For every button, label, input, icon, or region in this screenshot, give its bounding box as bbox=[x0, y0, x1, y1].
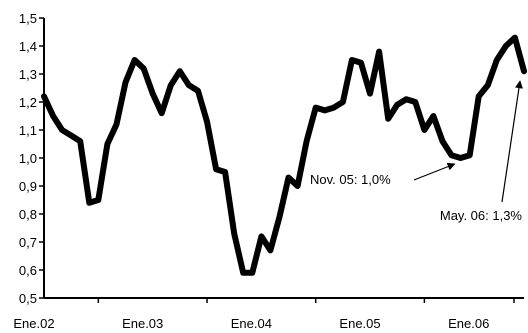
y-tick-label: 1,2 bbox=[19, 95, 37, 110]
y-tick-label: 1,4 bbox=[19, 39, 37, 54]
y-tick-label: 0,5 bbox=[19, 291, 37, 306]
series-line bbox=[41, 34, 527, 276]
y-tick-label: 0,8 bbox=[19, 207, 37, 222]
x-tick-label: Ene.06 bbox=[448, 316, 489, 331]
annotations: Nov. 05: 1,0% May. 06: 1,3% bbox=[310, 80, 523, 223]
annotation-label: Nov. 05: 1,0% bbox=[310, 172, 391, 187]
annotation-label: May. 06: 1,3% bbox=[440, 208, 523, 223]
y-tick-label: 0,9 bbox=[19, 179, 37, 194]
annotation-arrow bbox=[501, 80, 523, 203]
x-tick-label: Ene.03 bbox=[122, 316, 163, 331]
y-tick-label: 1,3 bbox=[19, 67, 37, 82]
y-tick-label: 1,1 bbox=[19, 123, 37, 138]
x-tick-label: Ene.02 bbox=[13, 316, 54, 331]
x-tick-label: Ene.04 bbox=[231, 316, 272, 331]
annotation-arrow bbox=[413, 162, 456, 181]
x-tick-label: Ene.05 bbox=[339, 316, 380, 331]
y-tick-label: 0,7 bbox=[19, 235, 37, 250]
y-tick-label: 1,5 bbox=[19, 11, 37, 26]
y-ticks: 0,5 0,6 0,7 0,8 0,9 1,0 1,1 1,2 1,3 1,4 1,5 bbox=[19, 11, 44, 306]
y-tick-label: 1,0 bbox=[19, 151, 37, 166]
y-tick-label: 0,6 bbox=[19, 263, 37, 278]
x-ticks: Ene.02 Ene.03 Ene.04 Ene.05 Ene.06 bbox=[13, 298, 515, 331]
